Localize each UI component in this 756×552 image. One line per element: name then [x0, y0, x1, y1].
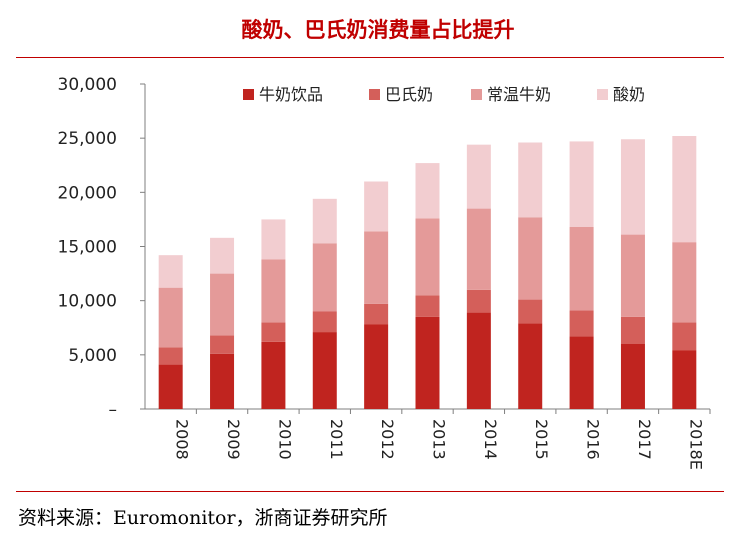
- bar-常温牛奶-2012: [364, 231, 389, 304]
- x-tick-label: 2009: [224, 419, 243, 460]
- bar-牛奶饮品-2008: [158, 364, 183, 409]
- chart-title: 酸奶、巴氏奶消费量占比提升: [241, 18, 515, 42]
- chart-legend: 牛奶饮品 巴氏奶 常温牛奶 酸奶: [243, 85, 645, 104]
- y-tick-label: 10,000: [58, 292, 117, 312]
- legend-label-1: 巴氏奶: [385, 85, 433, 104]
- legend-swatch-3: [597, 89, 608, 100]
- y-tick-label: –: [109, 400, 118, 420]
- x-tick-label: 2008: [173, 419, 192, 460]
- bar-常温牛奶-2009: [210, 273, 235, 336]
- x-tick-label: 2010: [275, 419, 294, 460]
- bar-牛奶饮品-2012: [364, 324, 389, 409]
- y-tick-label: 15,000: [58, 238, 117, 258]
- bar-牛奶饮品-2014: [466, 312, 491, 409]
- bar-酸奶-2015: [518, 142, 543, 218]
- bar-巴氏奶-2016: [569, 310, 594, 337]
- bar-牛奶饮品-2016: [569, 336, 594, 409]
- x-axis-ticks: 2008 2009 2010 2011 2012 2013 2014 2015 2016 2017…: [173, 419, 706, 470]
- x-tick-label: 2017: [635, 419, 654, 460]
- bar-常温牛奶-2008: [158, 287, 183, 348]
- bar-巴氏奶-2015: [518, 299, 543, 324]
- bar-酸奶-2013: [415, 163, 440, 219]
- bar-巴氏奶-2009: [210, 335, 235, 354]
- bar-巴氏奶-2012: [364, 303, 389, 325]
- bar-牛奶饮品-2015: [518, 323, 543, 409]
- bar-常温牛奶-2014: [466, 208, 491, 290]
- legend-swatch-2: [471, 89, 482, 100]
- legend-label-0: 牛奶饮品: [259, 85, 323, 104]
- x-tick-label: 2011: [327, 419, 346, 460]
- bar-牛奶饮品-2013: [415, 316, 440, 409]
- bar-牛奶饮品-2010: [261, 341, 286, 409]
- bar-巴氏奶-2010: [261, 322, 286, 342]
- title-divider: [16, 57, 724, 58]
- bar-巴氏奶-2008: [158, 347, 183, 365]
- y-tick-label: 5,000: [68, 346, 117, 366]
- bar-酸奶-2014: [466, 144, 491, 209]
- bar-酸奶-2009: [210, 237, 235, 274]
- source-note: 资料来源：Euromonitor，浙商证券研究所: [18, 507, 388, 529]
- bar-酸奶-2008: [158, 255, 183, 288]
- bar-酸奶-2018E: [672, 136, 697, 243]
- legend-label-2: 常温牛奶: [487, 85, 551, 104]
- bar-牛奶饮品-2018E: [672, 350, 697, 409]
- legend-label-3: 酸奶: [613, 85, 645, 104]
- y-tick-label: 30,000: [58, 75, 117, 95]
- bar-酸奶-2017: [620, 139, 645, 235]
- chart-bars: [158, 136, 697, 409]
- bar-巴氏奶-2014: [466, 289, 491, 313]
- bar-常温牛奶-2011: [312, 243, 337, 312]
- bar-巴氏奶-2018E: [672, 322, 697, 351]
- bar-常温牛奶-2010: [261, 259, 286, 323]
- source-divider: [16, 491, 724, 492]
- y-tick-label: 25,000: [58, 129, 117, 149]
- bar-酸奶-2012: [364, 181, 389, 232]
- bar-牛奶饮品-2009: [210, 353, 235, 409]
- bar-巴氏奶-2011: [312, 311, 337, 333]
- bar-常温牛奶-2015: [518, 217, 543, 300]
- bar-常温牛奶-2013: [415, 218, 440, 296]
- legend-swatch-0: [243, 89, 254, 100]
- x-tick-label: 2014: [481, 419, 500, 460]
- bar-牛奶饮品-2011: [312, 332, 337, 409]
- bar-酸奶-2011: [312, 198, 337, 244]
- x-tick-label: 2018E: [686, 419, 705, 470]
- bar-酸奶-2010: [261, 219, 286, 260]
- x-tick-label: 2016: [584, 419, 603, 460]
- x-tick-label: 2012: [378, 419, 397, 460]
- y-tick-label: 20,000: [58, 183, 117, 203]
- bar-巴氏奶-2013: [415, 295, 440, 317]
- bar-巴氏奶-2017: [620, 316, 645, 344]
- x-tick-label: 2015: [532, 419, 551, 460]
- y-axis-ticks: – 5,000 10,000 15,000 20,000 25,000 30,000: [58, 75, 145, 420]
- bar-常温牛奶-2018E: [672, 242, 697, 323]
- bar-常温牛奶-2016: [569, 227, 594, 311]
- x-tick-label: 2013: [430, 419, 449, 460]
- legend-swatch-1: [369, 89, 380, 100]
- bar-酸奶-2016: [569, 141, 594, 227]
- bar-牛奶饮品-2017: [620, 344, 645, 409]
- bar-常温牛奶-2017: [620, 234, 645, 317]
